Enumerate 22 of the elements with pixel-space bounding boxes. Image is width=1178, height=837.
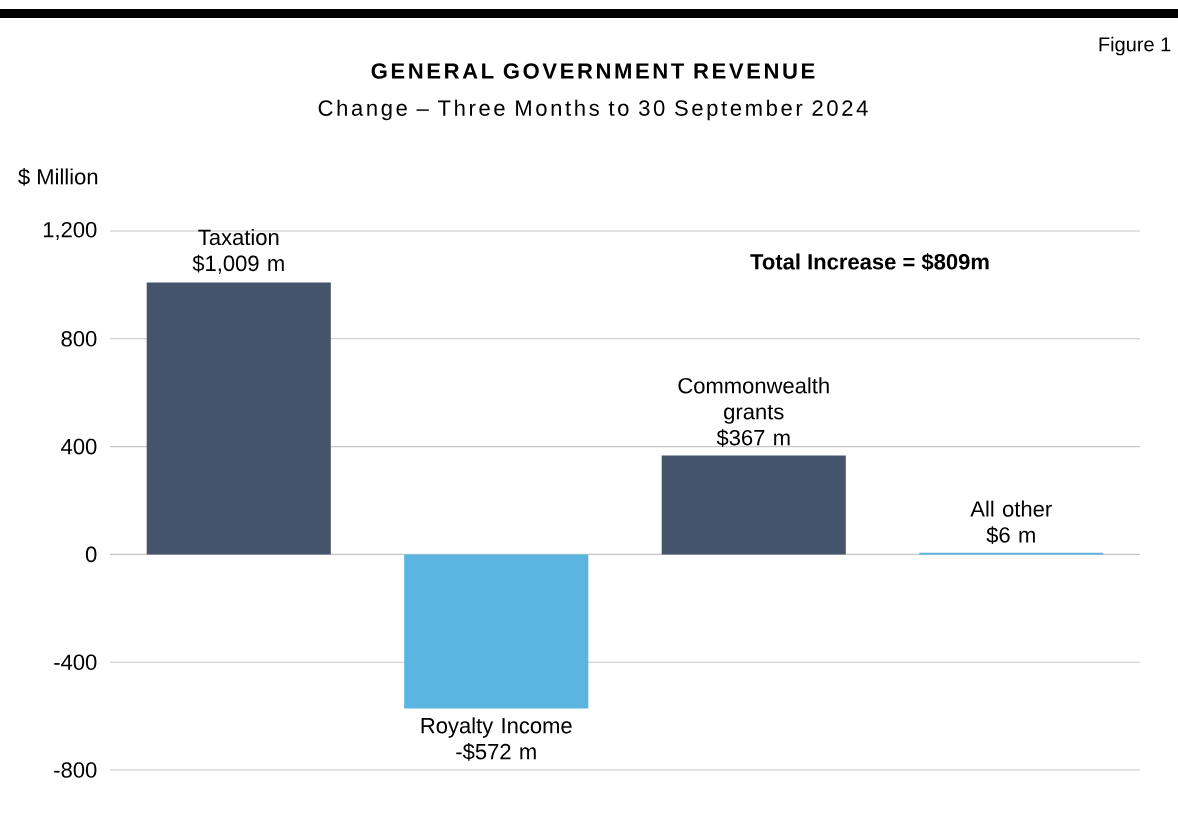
data-label: -$572 m <box>456 742 536 761</box>
x-tick-label: Taxation <box>198 229 279 246</box>
data-label: $367 m <box>716 428 790 447</box>
caption: Figure 1 <box>1099 36 1171 56</box>
y-tick-label: 0 <box>85 546 97 563</box>
data-label: $6 m <box>986 526 1035 545</box>
annotation: Total Increase = $809m <box>750 253 989 271</box>
bar <box>146 282 331 555</box>
bar <box>404 554 589 709</box>
y-axis-title: $ Million <box>18 168 98 186</box>
x-tick-label: Royalty Income <box>421 717 572 738</box>
y-tick-label: 800 <box>61 331 97 347</box>
chart-subtitle: Change – Three Months to 30 September 2024 <box>318 99 868 121</box>
bar <box>661 455 846 555</box>
chart-title: GENERAL GOVERNMENT REVENUE <box>371 63 815 79</box>
x-tick-label: All other <box>970 500 1052 517</box>
y-tick-label: -400 <box>54 654 97 670</box>
x-tick-label: Commonwealth grants <box>678 377 829 424</box>
y-tick-label: 1,200 <box>43 221 97 241</box>
data-label: $1,009 m <box>192 254 284 274</box>
y-tick-label: -800 <box>54 762 97 778</box>
y-tick-label: 400 <box>61 438 97 455</box>
